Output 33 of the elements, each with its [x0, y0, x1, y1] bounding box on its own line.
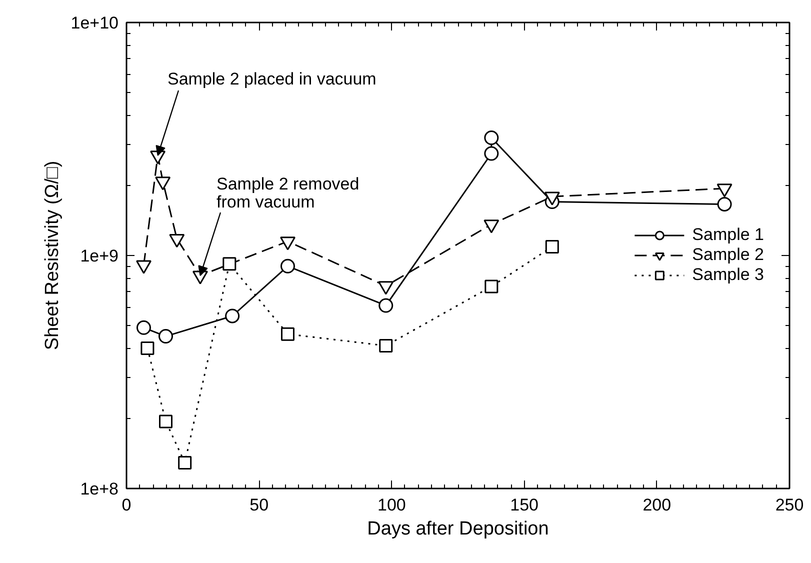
point: [280, 258, 295, 274]
point: [140, 341, 154, 355]
point: [222, 257, 236, 271]
point: [280, 327, 294, 341]
point: [545, 240, 559, 254]
annotation: Sample 2 placed in vacuum: [168, 70, 376, 88]
point: [379, 338, 393, 352]
point: [717, 196, 732, 212]
x-tick-label: 100: [378, 496, 406, 514]
point: [136, 320, 151, 335]
x-axis-title: Days after Deposition: [367, 518, 549, 540]
point: [484, 280, 498, 294]
x-tick-label: 50: [250, 496, 269, 514]
point: [378, 298, 394, 313]
legend-label: Sample 2: [692, 245, 764, 265]
legend-label: Sample 3: [692, 265, 764, 285]
y-tick-label: 1e+10: [70, 14, 119, 32]
x-tick-label: 200: [642, 496, 672, 514]
point: [159, 414, 172, 428]
y-axis-title: Sheet Resistivity (Ω/□): [42, 160, 63, 350]
point: [178, 456, 192, 470]
point: [158, 329, 173, 344]
point: [484, 146, 499, 161]
y-tick-label: 1e+9: [80, 246, 119, 266]
point: [544, 192, 560, 206]
legend-label: Sample 1: [692, 225, 764, 245]
point: [225, 308, 240, 324]
x-tick-label: 150: [510, 496, 538, 514]
point: [484, 130, 499, 146]
x-tick-label: 250: [775, 496, 804, 514]
x-tick-label: 0: [122, 496, 132, 514]
y-tick-label: 1e+8: [80, 480, 119, 498]
annotation: Sample 2 removed from vacuum: [216, 174, 360, 212]
